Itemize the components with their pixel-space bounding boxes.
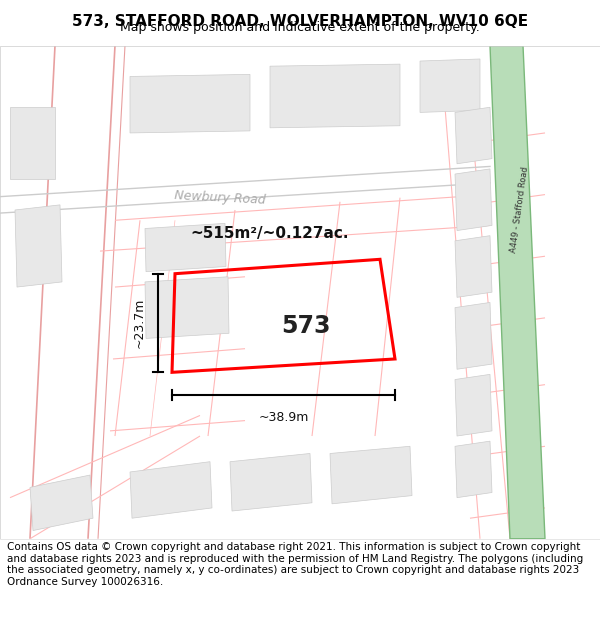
Polygon shape — [270, 64, 400, 128]
Polygon shape — [15, 205, 62, 287]
Polygon shape — [455, 236, 492, 298]
Polygon shape — [455, 302, 492, 369]
Text: 573, STAFFORD ROAD, WOLVERHAMPTON, WV10 6QE: 573, STAFFORD ROAD, WOLVERHAMPTON, WV10 … — [72, 14, 528, 29]
Text: Newbury Road: Newbury Road — [174, 189, 266, 206]
Text: 573: 573 — [281, 314, 330, 338]
Polygon shape — [330, 446, 412, 504]
Polygon shape — [145, 277, 229, 338]
Polygon shape — [455, 374, 492, 436]
Text: ~38.9m: ~38.9m — [259, 411, 308, 424]
Polygon shape — [10, 107, 55, 179]
Polygon shape — [420, 59, 480, 112]
Text: A449 - Stafford Road: A449 - Stafford Road — [509, 166, 530, 254]
Polygon shape — [130, 462, 212, 518]
Polygon shape — [455, 169, 492, 231]
Polygon shape — [30, 475, 93, 531]
Polygon shape — [230, 454, 312, 511]
Polygon shape — [130, 74, 250, 133]
Text: Contains OS data © Crown copyright and database right 2021. This information is : Contains OS data © Crown copyright and d… — [7, 542, 583, 587]
Polygon shape — [145, 223, 226, 272]
Polygon shape — [455, 107, 492, 164]
Text: ~515m²/~0.127ac.: ~515m²/~0.127ac. — [191, 226, 349, 241]
Polygon shape — [455, 441, 492, 498]
Polygon shape — [490, 46, 545, 539]
Text: ~23.7m: ~23.7m — [133, 298, 146, 348]
Text: Map shows position and indicative extent of the property.: Map shows position and indicative extent… — [120, 21, 480, 34]
